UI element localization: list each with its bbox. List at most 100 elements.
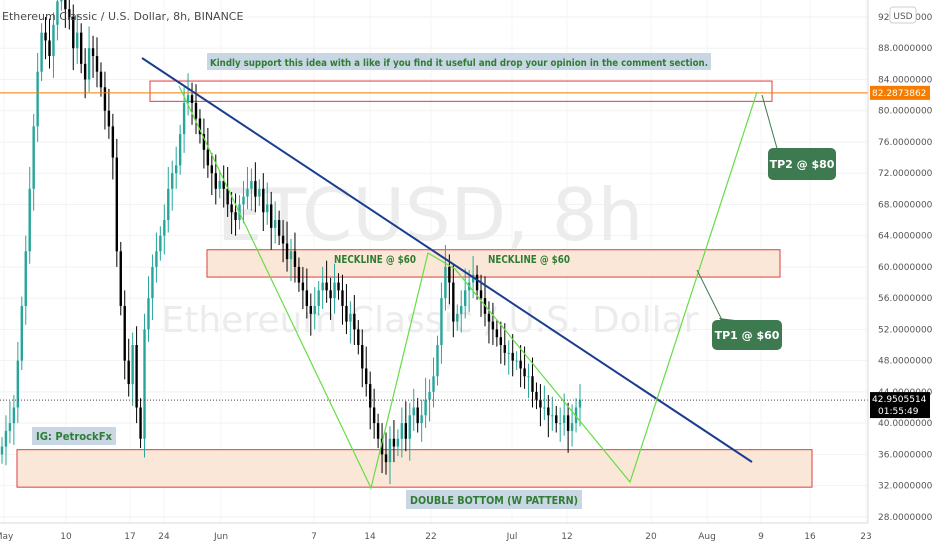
tp1-label: TP1 @ $60 xyxy=(715,329,780,342)
watermark-symbol: ETCUSD, 8h xyxy=(217,173,644,257)
candle-body xyxy=(111,126,115,158)
time-axis[interactable] xyxy=(0,523,932,550)
candle-body xyxy=(60,0,63,2)
candle-body xyxy=(301,282,305,291)
candle-body xyxy=(8,423,12,431)
candle-body xyxy=(376,423,380,439)
candle-body xyxy=(559,423,562,425)
candle-body xyxy=(432,376,435,392)
candle-body xyxy=(182,102,186,135)
tp2-zone[interactable] xyxy=(149,80,773,102)
candle-body xyxy=(527,376,530,378)
candle-body xyxy=(83,63,87,80)
candle-body xyxy=(186,95,190,103)
countdown-text: 01:55:49 xyxy=(878,407,919,417)
tp1-badge[interactable] xyxy=(712,320,782,350)
candle-body xyxy=(535,391,538,400)
candle-body xyxy=(151,266,154,299)
candle-body xyxy=(270,204,273,228)
neckline-label-left[interactable]: NECKLINE @ $60 xyxy=(334,254,416,266)
candle-body xyxy=(202,134,206,150)
candle-body xyxy=(396,438,400,447)
double-bottom-zone[interactable] xyxy=(16,449,813,488)
candle-body xyxy=(349,313,352,322)
candle-body xyxy=(218,181,221,189)
note-text[interactable]: Kindly support this idea with a like if … xyxy=(210,58,708,69)
tp1-pointer xyxy=(696,269,723,321)
price-tick-label: 60.0000000 xyxy=(878,263,932,273)
double-bottom-label-bg xyxy=(406,490,582,509)
candle-body xyxy=(91,48,95,57)
candle-body xyxy=(329,290,332,299)
neckline-label-right[interactable]: NECKLINE @ $60 xyxy=(488,254,570,266)
candle-body xyxy=(412,407,415,416)
candle-body xyxy=(345,305,348,322)
candle-body xyxy=(436,345,439,377)
candle-body xyxy=(511,352,514,361)
candle-body xyxy=(206,149,210,166)
candle-body xyxy=(254,181,257,197)
time-tick-label: 17 xyxy=(124,532,135,542)
candle-body xyxy=(491,321,495,330)
candle-body xyxy=(143,329,146,439)
candle-body xyxy=(555,415,558,424)
candle-body xyxy=(135,345,138,408)
candle-body xyxy=(562,415,566,424)
descending-trendline[interactable] xyxy=(141,57,753,463)
candle-body xyxy=(365,368,368,385)
candle-body xyxy=(515,360,518,362)
candle-body xyxy=(463,290,467,306)
candle-body xyxy=(281,235,285,244)
candle-body xyxy=(68,9,71,17)
candle-body xyxy=(266,204,269,213)
candle-body xyxy=(198,118,202,135)
watermark-name: Ethereum Classic / U.S. Dollar xyxy=(162,300,699,341)
candle-body xyxy=(305,290,309,306)
candle-body xyxy=(531,376,534,392)
candle-body xyxy=(333,282,336,299)
candle-body xyxy=(321,282,324,291)
time-tick-label: Jul xyxy=(506,532,518,542)
candle-body xyxy=(40,32,43,72)
candle-body xyxy=(309,305,312,314)
candle-body xyxy=(384,454,388,463)
candle-body xyxy=(337,282,340,291)
time-tick-label: 12 xyxy=(561,532,572,542)
double-bottom-label[interactable]: DOUBLE BOTTOM (W PATTERN) xyxy=(410,494,578,507)
candle-body xyxy=(539,399,542,408)
currency-label: USD xyxy=(893,12,912,22)
candle-body xyxy=(444,266,447,299)
candle-body xyxy=(357,329,360,346)
last-price-tag xyxy=(870,392,930,419)
price-tick-label: 40.0000000 xyxy=(878,419,932,429)
candle-body xyxy=(127,360,130,385)
candle-body xyxy=(499,337,503,346)
candle-body xyxy=(285,243,289,260)
candle-body xyxy=(325,282,328,291)
candles xyxy=(0,0,582,485)
candle-body xyxy=(313,305,316,314)
candle-body xyxy=(95,56,99,72)
price-tick-label: 28.0000000 xyxy=(878,513,932,523)
ig-label[interactable]: IG: PetrockFx xyxy=(36,430,112,443)
candle-body xyxy=(139,407,142,439)
candle-body xyxy=(230,204,233,213)
candle-body xyxy=(428,391,431,400)
candle-body xyxy=(574,407,578,424)
tp2-badge[interactable] xyxy=(768,148,836,180)
w-pattern-path[interactable] xyxy=(178,85,758,490)
candle-body xyxy=(380,438,384,455)
candle-body xyxy=(456,313,459,322)
candle-body xyxy=(234,212,237,221)
currency-button[interactable] xyxy=(889,6,917,24)
price-tick-label: 32.0000000 xyxy=(878,482,932,492)
candle-body xyxy=(495,329,499,338)
candle-body xyxy=(250,181,253,189)
candle-body xyxy=(408,415,411,439)
candle-body xyxy=(99,71,103,88)
time-tick-label: 16 xyxy=(804,532,816,542)
candle-body xyxy=(258,188,261,197)
candle-body xyxy=(388,438,392,463)
candle-body xyxy=(523,368,526,377)
